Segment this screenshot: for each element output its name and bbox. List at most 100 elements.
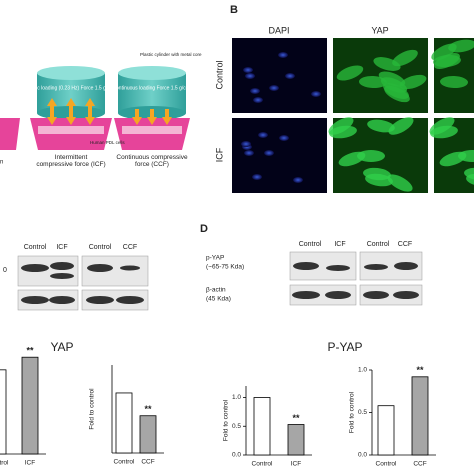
continuous-label: Continuous loading Force 1.5 g/cm² (112, 85, 192, 91)
lane-label: Control (24, 244, 47, 251)
micrographs (232, 38, 474, 193)
cell (429, 117, 455, 135)
dishes (0, 118, 190, 150)
significance: ** (292, 413, 300, 423)
cell (241, 141, 251, 147)
x-tick-label: Control (252, 461, 274, 468)
y-tick-label: 0.5 (232, 423, 241, 430)
band-size: (45 Kda) (206, 296, 231, 303)
cut-label: n (0, 160, 3, 166)
panel-label: B (230, 4, 238, 16)
cell (388, 117, 414, 135)
y-tick-label: 0.0 (232, 452, 241, 459)
lane-label: CCF (398, 241, 412, 248)
cell (466, 173, 474, 187)
cyclic-label: Cyclic loading (0.23 Hz) Force 1.5 g/cm² (26, 85, 116, 91)
chart-title: P-YAP (327, 340, 362, 354)
cell (328, 117, 354, 135)
x-tick-label: CCF (141, 459, 154, 466)
bar (287, 424, 305, 456)
column-header: DAPI (268, 25, 289, 35)
cell (380, 77, 408, 93)
cylinders (37, 66, 186, 120)
row-label: Control (214, 60, 224, 89)
cell (458, 150, 474, 162)
cell (357, 150, 385, 162)
cell (252, 174, 262, 180)
row-label: ICF (214, 147, 224, 162)
panel-b: B (230, 4, 474, 193)
cell (278, 52, 288, 58)
band-size: (~65-75 Kda) (206, 264, 244, 271)
cell (250, 88, 260, 94)
bar (0, 369, 7, 455)
bar (377, 405, 395, 456)
cell (387, 174, 413, 192)
x-tick-label: ICF (25, 460, 36, 467)
bar (411, 376, 429, 456)
cell (392, 49, 418, 67)
band-label: p-YAP (206, 255, 224, 262)
cell (244, 150, 254, 156)
cell (293, 177, 303, 183)
panel-label: D (200, 223, 208, 235)
arrows (47, 98, 172, 125)
cell (264, 150, 274, 156)
cell (433, 54, 461, 68)
cut-label: 0 (3, 267, 7, 274)
cell (311, 91, 321, 97)
ccf-box: Continuous compressive force (CCF) (116, 154, 188, 168)
cell (253, 97, 263, 103)
cell (359, 75, 387, 89)
y-axis-label: Fold to control (89, 388, 96, 430)
bar-charts: YAP Control ICF ** Fold to control Control CCF… (0, 340, 436, 468)
x-tick-label: Control (376, 461, 398, 468)
cells-label: Human PDL cells (90, 140, 125, 145)
significance: ** (416, 365, 424, 375)
y-tick-label: 0.0 (358, 452, 367, 459)
x-tick-label: CCF (413, 461, 426, 468)
bar (115, 392, 133, 454)
y-axis-label: Fold to control (223, 399, 230, 441)
cell (448, 39, 474, 53)
y-tick-label: 1.0 (358, 367, 367, 374)
y-tick-label: 0.5 (358, 409, 367, 416)
cell (285, 73, 295, 79)
cylinder-label: Plastic cylinder with metal core (140, 52, 202, 57)
cell (258, 132, 268, 138)
y-axis-label: Fold to control (349, 391, 356, 433)
cell (367, 119, 395, 133)
x-tick-label: Control (114, 459, 136, 466)
lane-label: Control (367, 241, 390, 248)
ccf-label: Continuous compressive force (CCF) (116, 154, 188, 168)
x-tick-label: ICF (291, 461, 302, 468)
cell (440, 75, 468, 89)
column-header: YAP (371, 25, 388, 35)
lane-label: Control (89, 244, 112, 251)
band-label: β-actin (206, 287, 226, 294)
significance: ** (144, 404, 152, 414)
icf-label: Intermittent compressive force (ICF) (36, 154, 106, 168)
icf-box: Intermittent compressive force (ICF) (36, 154, 106, 168)
cell (365, 173, 393, 187)
bar (139, 415, 157, 454)
chart-title: YAP (50, 340, 73, 354)
lane-label: ICF (56, 244, 67, 251)
bar (21, 356, 39, 455)
panel-d: D p-YAP (~65-75 Kda) β-actin (45 Kda) (200, 223, 423, 306)
panel-a: Plastic cylinder with metal core Cyclic … (0, 52, 202, 168)
lane-label: CCF (123, 244, 137, 251)
cell (336, 65, 364, 81)
cell (243, 67, 253, 73)
lane-label: ICF (334, 241, 345, 248)
significance: ** (26, 346, 34, 356)
cell (245, 73, 255, 79)
lane-label: Control (299, 241, 322, 248)
y-tick-label: 1.0 (232, 394, 241, 401)
cell (269, 85, 279, 91)
bar (253, 397, 271, 456)
x-tick-label: Control (0, 460, 9, 467)
cell (279, 135, 289, 141)
cell (399, 74, 427, 90)
